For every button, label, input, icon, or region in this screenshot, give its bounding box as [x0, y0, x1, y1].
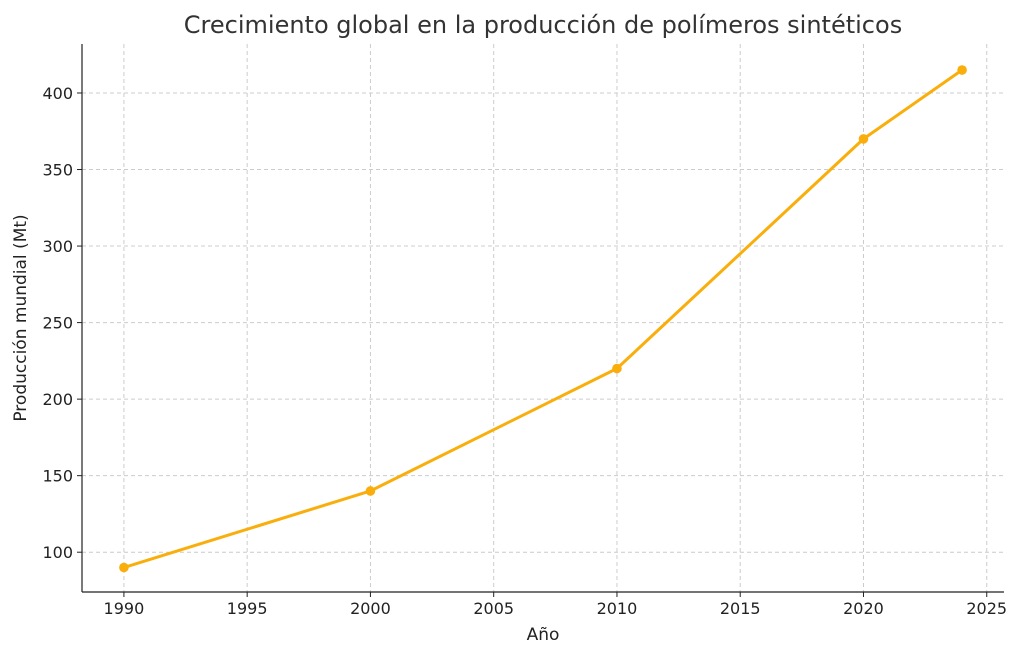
- x-tick-label: 2020: [843, 599, 884, 618]
- series-line: [122, 68, 964, 570]
- x-tick-label: 2015: [720, 599, 761, 618]
- y-tick-label: 200: [42, 390, 73, 409]
- data-point: [365, 486, 376, 496]
- x-axis-label: Año: [527, 625, 560, 645]
- x-axis-ticks: 1990 1995 2000 2005 2010 2015 2020 2025: [104, 592, 1007, 618]
- data-point: [957, 65, 967, 75]
- y-tick-label: 150: [42, 467, 73, 486]
- y-tick-label: 400: [42, 84, 73, 103]
- y-tick-label: 100: [42, 543, 73, 562]
- grid: [82, 44, 1004, 592]
- data-point: [858, 134, 869, 144]
- x-tick-label: 1995: [227, 599, 268, 618]
- data-point: [119, 562, 129, 573]
- y-axis-ticks: 100 150 200 250 300 350 400: [42, 84, 82, 562]
- x-tick-label: 1990: [104, 599, 145, 618]
- x-tick-label: 2025: [966, 599, 1007, 618]
- x-tick-label: 2005: [473, 599, 514, 618]
- y-tick-label: 350: [42, 161, 73, 180]
- y-tick-label: 250: [42, 314, 73, 333]
- y-axis-label: Producción mundial (Mt): [11, 214, 31, 421]
- x-tick-label: 2000: [350, 599, 391, 618]
- series-group: [119, 65, 967, 573]
- x-tick-label: 2010: [597, 599, 638, 618]
- data-point: [612, 363, 622, 374]
- chart-title: Crecimiento global en la producción de p…: [184, 11, 902, 39]
- axes-spines: [81, 44, 1004, 593]
- y-tick-label: 300: [42, 237, 73, 256]
